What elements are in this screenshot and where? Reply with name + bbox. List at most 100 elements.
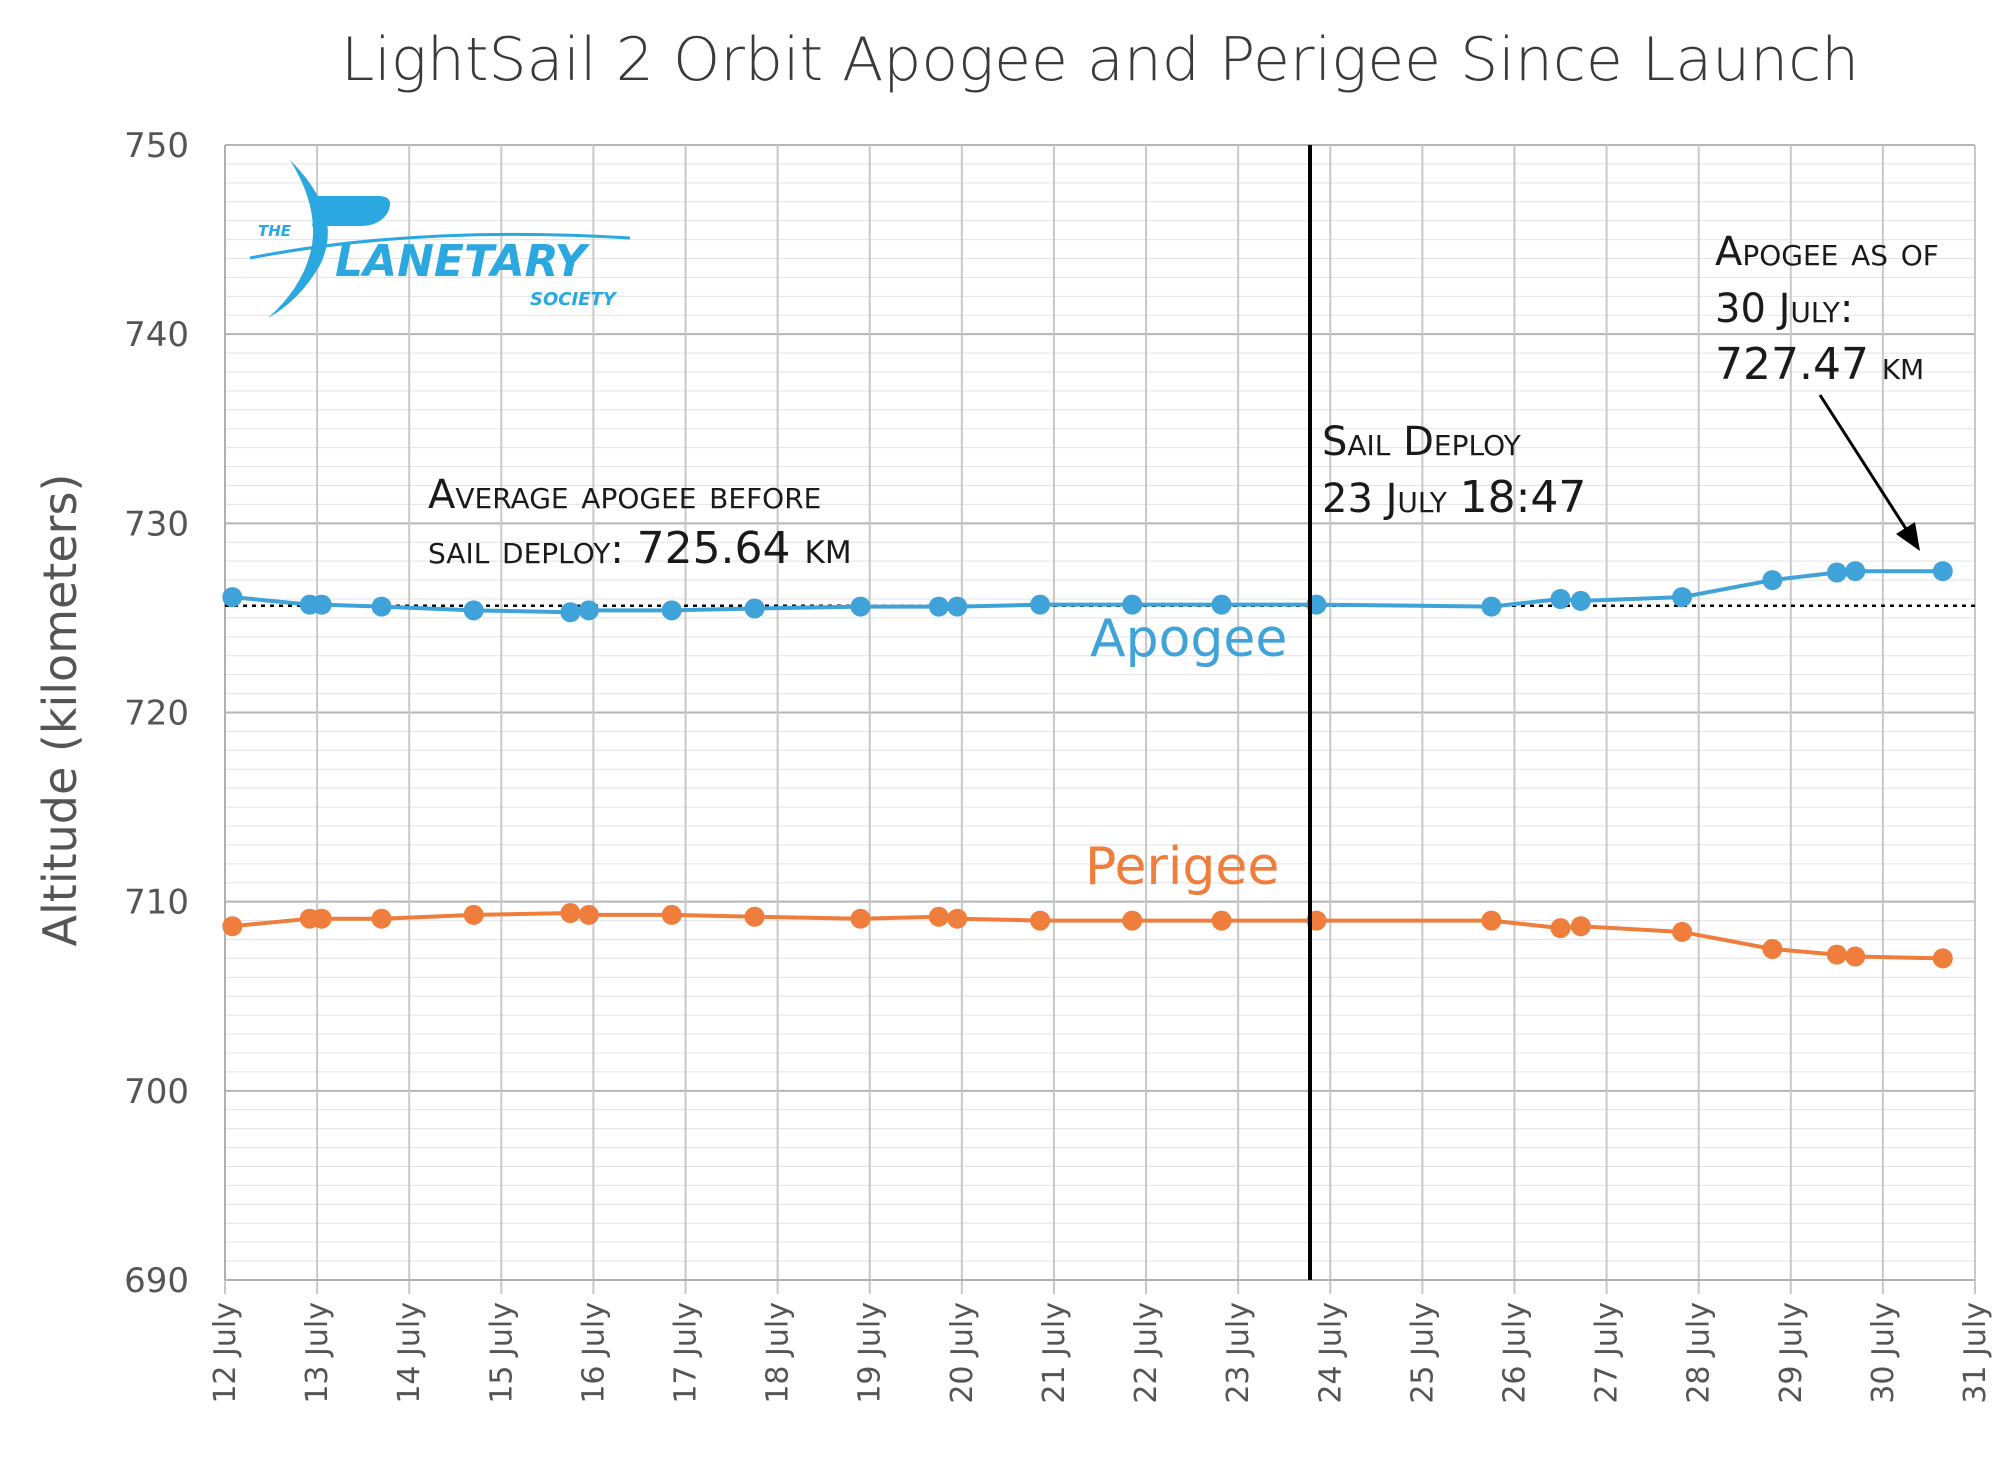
average-annotation-prefix: sail deploy: xyxy=(428,527,624,573)
y-tick-label: 700 xyxy=(124,1072,189,1112)
apogee-point xyxy=(560,602,581,623)
perigee-point xyxy=(661,904,682,925)
x-tick-label: 14 July xyxy=(392,1302,427,1404)
perigee-point xyxy=(1762,938,1783,959)
apogee-point xyxy=(947,596,968,617)
arrowhead-icon xyxy=(1896,522,1920,551)
x-tick-label: 27 July xyxy=(1590,1302,1625,1404)
latest-annotation-value: 727.47 xyxy=(1715,339,1869,390)
perigee-point xyxy=(1481,910,1502,931)
x-tick-label: 13 July xyxy=(300,1302,335,1404)
average-annotation-line1: Average apogee before xyxy=(428,472,821,518)
deploy-annotation-date: 23 July xyxy=(1322,476,1448,522)
x-tick-label: 16 July xyxy=(576,1302,611,1404)
apogee-point xyxy=(1030,594,1051,615)
x-tick-label: 15 July xyxy=(484,1302,519,1404)
latest-annotation-line2: 30 July: xyxy=(1715,286,1853,332)
logo-name: LANETARY xyxy=(335,236,590,287)
apogee-point xyxy=(661,600,682,621)
deploy-annotation-time: 18:47 xyxy=(1460,472,1587,523)
latest-annotation-line3: 727.47 km xyxy=(1715,339,1924,390)
perigee-point xyxy=(1672,921,1693,942)
x-tick-label: 22 July xyxy=(1129,1302,1164,1404)
average-annotation-value: 725.64 km xyxy=(637,523,852,574)
y-tick-label: 720 xyxy=(124,694,189,734)
perigee-line xyxy=(232,911,1943,961)
perigee-point xyxy=(1550,918,1571,939)
perigee-point xyxy=(1826,944,1847,965)
x-tick-label: 28 July xyxy=(1682,1302,1717,1404)
apogee-point xyxy=(1672,587,1693,608)
apogee-point xyxy=(850,596,871,617)
x-tick-label: 24 July xyxy=(1313,1302,1348,1404)
perigee-point xyxy=(560,903,581,924)
apogee-point xyxy=(311,594,332,615)
x-tick-label: 30 July xyxy=(1866,1302,1901,1404)
x-tick-label: 26 July xyxy=(1497,1302,1532,1404)
x-tick-label: 23 July xyxy=(1221,1302,1256,1404)
perigee-point xyxy=(1845,946,1866,967)
logo-the: THE xyxy=(258,222,292,240)
perigee-point xyxy=(928,906,949,927)
apogee-point xyxy=(1570,590,1591,611)
apogee-point xyxy=(1122,594,1143,615)
perigee-series-label: Perigee xyxy=(1085,837,1279,897)
y-tick-label: 740 xyxy=(124,315,189,355)
x-tick-label: 18 July xyxy=(761,1302,796,1404)
apogee-point xyxy=(1762,570,1783,591)
latest-annotation-line1: Apogee as of xyxy=(1715,229,1939,275)
apogee-point xyxy=(1932,561,1953,582)
apogee-point xyxy=(1550,589,1571,609)
x-tick-label: 21 July xyxy=(1037,1302,1072,1404)
logo-society: SOCIETY xyxy=(530,289,618,310)
logo-swoosh-icon xyxy=(268,160,328,318)
perigee-point xyxy=(311,908,332,929)
perigee-point xyxy=(463,904,484,925)
perigee-point xyxy=(1570,916,1591,937)
y-tick-label: 690 xyxy=(124,1261,189,1301)
x-tick-label: 17 July xyxy=(669,1302,704,1404)
perigee-point xyxy=(947,908,968,929)
apogee-line xyxy=(232,569,1943,615)
perigee-point xyxy=(1211,910,1232,931)
x-tick-label: 19 July xyxy=(853,1302,888,1404)
planetary-society-logo: THE LANETARY SOCIETY xyxy=(249,160,631,318)
perigee-point xyxy=(1030,910,1051,931)
apogee-point xyxy=(578,600,599,621)
perigee-point xyxy=(578,904,599,925)
apogee-point xyxy=(1845,561,1866,582)
latest-annotation-arrow xyxy=(1818,394,1920,551)
apogee-point xyxy=(1826,562,1847,583)
latest-annotation-unit: km xyxy=(1882,343,1925,389)
y-tick-label: 750 xyxy=(124,126,189,166)
y-tick-label: 710 xyxy=(124,883,189,923)
apogee-point xyxy=(928,596,949,617)
y-axis-label: Altitude (kilometers) xyxy=(33,474,87,947)
apogee-point xyxy=(463,600,484,621)
apogee-series-label: Apogee xyxy=(1090,609,1287,669)
grid xyxy=(224,144,1976,1294)
x-tick-label: 25 July xyxy=(1405,1302,1440,1404)
series-layer xyxy=(222,561,1953,969)
apogee-point xyxy=(744,598,765,619)
x-axis-ticks: 12 July 13 July 14 July 15 July 16 July 17 Ju… xyxy=(208,1302,1993,1404)
perigee-point xyxy=(850,908,871,929)
perigee-point xyxy=(371,908,392,929)
perigee-point xyxy=(744,906,765,927)
x-tick-label: 12 July xyxy=(208,1302,243,1404)
apogee-point xyxy=(1211,594,1232,615)
y-tick-label: 730 xyxy=(124,504,189,544)
perigee-point xyxy=(1122,910,1143,931)
apogee-point xyxy=(1481,596,1502,617)
logo-p-icon xyxy=(312,196,391,226)
y-axis-ticks: 690 700 710 720 730 740 750 xyxy=(124,126,189,1301)
chart-title: LightSail 2 Orbit Apogee and Perigee Sin… xyxy=(341,25,1859,95)
deploy-annotation-line2: 23 July 18:47 xyxy=(1322,472,1586,523)
perigee-point xyxy=(222,916,243,937)
perigee-point xyxy=(1932,948,1953,969)
deploy-annotation-line1: Sail Deploy xyxy=(1322,419,1522,465)
apogee-point xyxy=(371,596,392,617)
x-tick-label: 29 July xyxy=(1774,1302,1809,1404)
x-tick-label: 20 July xyxy=(945,1302,980,1404)
